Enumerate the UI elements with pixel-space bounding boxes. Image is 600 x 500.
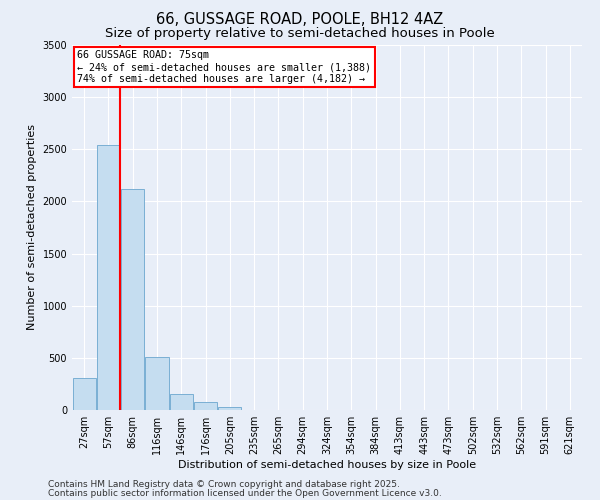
X-axis label: Distribution of semi-detached houses by size in Poole: Distribution of semi-detached houses by …	[178, 460, 476, 470]
Bar	[97, 145, 120, 410]
Bar	[73, 378, 95, 410]
Bar	[194, 402, 217, 410]
Text: Contains HM Land Registry data © Crown copyright and database right 2025.: Contains HM Land Registry data © Crown c…	[48, 480, 400, 489]
Bar	[170, 394, 193, 410]
Text: 66 GUSSAGE ROAD: 75sqm
← 24% of semi-detached houses are smaller (1,388)
74% of : 66 GUSSAGE ROAD: 75sqm ← 24% of semi-det…	[77, 50, 371, 84]
Text: Contains public sector information licensed under the Open Government Licence v3: Contains public sector information licen…	[48, 488, 442, 498]
Text: Size of property relative to semi-detached houses in Poole: Size of property relative to semi-detach…	[105, 28, 495, 40]
Bar	[145, 357, 169, 410]
Bar	[121, 189, 144, 410]
Y-axis label: Number of semi-detached properties: Number of semi-detached properties	[27, 124, 37, 330]
Text: 66, GUSSAGE ROAD, POOLE, BH12 4AZ: 66, GUSSAGE ROAD, POOLE, BH12 4AZ	[157, 12, 443, 28]
Bar	[218, 407, 241, 410]
